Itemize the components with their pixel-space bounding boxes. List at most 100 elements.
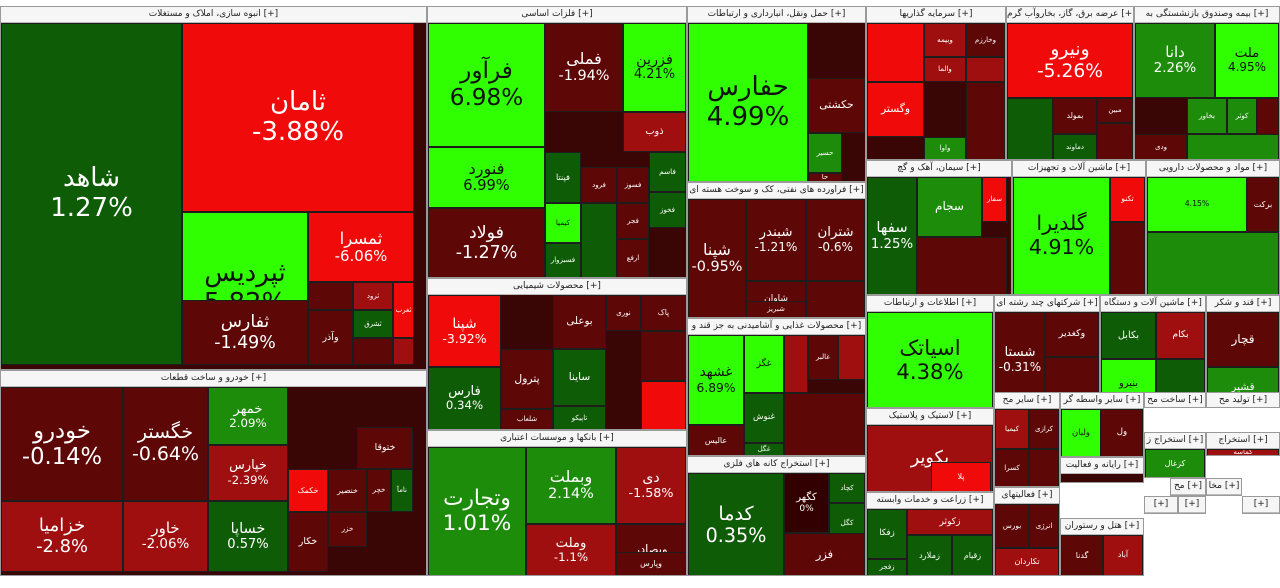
- stock-tile[interactable]: غگز: [744, 335, 784, 393]
- stock-tile-unlabeled[interactable]: [1147, 232, 1279, 294]
- stock-tile[interactable]: خساپا 0.57%: [208, 501, 288, 572]
- stock-tile[interactable]: دماوند: [1053, 134, 1097, 159]
- stock-tile[interactable]: ذوب: [623, 112, 686, 152]
- sector-title[interactable]: بانکها و موسسات اعتباری [+]: [428, 431, 686, 447]
- stock-tile-unlabeled[interactable]: [1007, 98, 1053, 159]
- stock-tile[interactable]: پترول: [501, 349, 553, 409]
- stock-tile[interactable]: غگل: [744, 443, 784, 455]
- stock-tile[interactable]: غالبر: [808, 335, 838, 380]
- stock-tile[interactable]: وخارزم: [966, 23, 1005, 57]
- sector-title[interactable]: سایر مح [+]: [995, 393, 1059, 409]
- stock-tile[interactable]: قچار: [1207, 312, 1279, 367]
- sector-title[interactable]: خودرو و ساخت قطعات [+]: [1, 371, 426, 387]
- stock-tile[interactable]: خمهر 2.09%: [208, 387, 288, 445]
- sector-title[interactable]: رایانه و فعالیت [+]: [1061, 458, 1143, 474]
- stock-tile[interactable]: زفکا: [867, 509, 907, 559]
- sector-title[interactable]: سرمایه گذاریها [+]: [867, 7, 1005, 23]
- stock-tile[interactable]: اسیاتک 4.38%: [867, 312, 993, 407]
- stock-tile[interactable]: وپارس: [616, 552, 686, 575]
- stock-tile-unlabeled[interactable]: [784, 335, 808, 393]
- stock-tile[interactable]: فزرین 4.21%: [623, 23, 686, 112]
- stock-tile[interactable]: ارفع: [617, 239, 649, 277]
- stock-tile[interactable]: سفار: [982, 177, 1007, 222]
- stock-tile[interactable]: والما: [924, 57, 966, 82]
- stock-tile-unlabeled[interactable]: [806, 281, 865, 317]
- stock-tile[interactable]: خکمک: [288, 469, 328, 512]
- sector-title[interactable]: ماشین آلات و تجهیزات [+]: [1013, 161, 1145, 177]
- stock-tile[interactable]: بخاور: [1187, 98, 1227, 134]
- stock-tile[interactable]: پاک: [641, 295, 686, 331]
- stock-tile[interactable]: فاسم: [649, 152, 686, 192]
- stock-tile[interactable]: ولبان: [1061, 409, 1101, 456]
- stock-tile[interactable]: ونیرو -5.26%: [1007, 23, 1133, 98]
- stock-tile[interactable]: فسبزوار: [545, 243, 581, 277]
- stock-tile[interactable]: گدنا: [1061, 535, 1103, 575]
- stock-tile[interactable]: وکغدیر: [1045, 312, 1099, 357]
- stock-tile-unlabeled[interactable]: [1097, 123, 1133, 159]
- stock-tile[interactable]: خودرو -0.14%: [1, 387, 123, 501]
- stock-tile[interactable]: برکت: [1247, 177, 1279, 232]
- sector-title[interactable]: زراعت و خدمات وابسته [+]: [867, 493, 993, 509]
- stock-tile[interactable]: شبندر -1.21%: [746, 199, 806, 281]
- stock-tile[interactable]: حکشتی: [808, 78, 865, 133]
- sector-title[interactable]: سیمان، آهک و گچ [+]: [867, 161, 1011, 177]
- stock-tile[interactable]: وگستر: [867, 82, 924, 137]
- stock-tile[interactable]: خکار: [288, 512, 328, 572]
- stock-tile-unlabeled[interactable]: [581, 203, 617, 277]
- stock-tile[interactable]: زکوثر: [907, 509, 993, 535]
- stock-tile[interactable]: خزامیا -2.8%: [1, 501, 123, 572]
- stock-tile[interactable]: گلدیرا 4.91%: [1013, 177, 1110, 294]
- stock-tile-unlabeled[interactable]: [1110, 222, 1145, 294]
- stock-tile[interactable]: ثشرق: [353, 310, 393, 338]
- stock-tile[interactable]: پلا: [931, 462, 991, 491]
- stock-tile[interactable]: دی -1.58%: [616, 447, 686, 524]
- stock-tile[interactable]: شستا -0.31%: [995, 312, 1045, 407]
- stock-tile[interactable]: ثرود: [353, 282, 393, 310]
- stock-tile[interactable]: سجام: [917, 177, 982, 237]
- stock-tile[interactable]: تکاردان: [995, 548, 1059, 575]
- stock-tile[interactable]: فنورد 6.99%: [428, 147, 545, 208]
- stock-tile[interactable]: شلعاب: [501, 409, 553, 429]
- stock-tile[interactable]: ملت 4.95%: [1215, 23, 1279, 98]
- stock-tile[interactable]: فسوز: [617, 167, 649, 203]
- stock-tile[interactable]: کسرا: [995, 449, 1029, 486]
- sector-title[interactable]: [+]: [1243, 497, 1279, 513]
- sector-title[interactable]: اطلاعات و ارتباطات [+]: [867, 296, 993, 312]
- sector-title[interactable]: فراورده های نفتی، کک و سوخت هسته ای [+]: [688, 183, 865, 199]
- sector-title[interactable]: فعالیتهای [+]: [995, 488, 1059, 504]
- sector-title[interactable]: شرکتهای چند رشته ای [+]: [995, 296, 1099, 312]
- stock-tile[interactable]: حسیر: [808, 133, 842, 173]
- stock-tile[interactable]: ول: [1101, 409, 1143, 456]
- stock-tile[interactable]: فجر: [617, 203, 649, 239]
- stock-tile[interactable]: ساینا: [553, 349, 606, 406]
- stock-tile[interactable]: تکنو: [1110, 177, 1145, 222]
- stock-tile-unlabeled[interactable]: [867, 23, 924, 82]
- stock-tile[interactable]: ختوقا: [357, 427, 413, 469]
- sector-title[interactable]: قند و شکر [+]: [1207, 296, 1279, 312]
- stock-tile[interactable]: فولاد -1.27%: [428, 208, 545, 277]
- sector-title[interactable]: هتل و رستوران [+]: [1061, 519, 1143, 535]
- stock-tile[interactable]: بوعلی: [553, 295, 606, 349]
- stock-tile[interactable]: فخوز: [649, 192, 686, 228]
- stock-tile[interactable]: بکام: [1156, 312, 1205, 359]
- stock-tile[interactable]: بمولد: [1053, 98, 1097, 134]
- stock-tile[interactable]: شبریز: [746, 301, 806, 317]
- sector-title[interactable]: فلزات اساسی [+]: [428, 7, 686, 23]
- stock-tile[interactable]: ودی: [1135, 134, 1187, 159]
- stock-tile[interactable]: ثامان -3.88%: [182, 23, 414, 212]
- stock-tile[interactable]: وبملت 2.14%: [526, 447, 616, 524]
- stock-tile[interactable]: عالیس: [688, 425, 744, 455]
- sector-title[interactable]: [+]: [1179, 497, 1205, 513]
- sector-title[interactable]: لاستیک و پلاستیک [+]: [867, 409, 993, 425]
- stock-tile[interactable]: شاهد 1.27%: [1, 23, 182, 365]
- stock-tile[interactable]: تاپیکو: [553, 406, 606, 429]
- stock-tile[interactable]: شتران -0.6%: [806, 199, 865, 281]
- stock-tile[interactable]: سفها 1.25%: [867, 177, 917, 294]
- stock-tile[interactable]: زقیام: [952, 535, 993, 575]
- stock-tile[interactable]: [393, 338, 414, 365]
- stock-tile[interactable]: فارس 0.34%: [428, 367, 501, 429]
- stock-tile[interactable]: مبین: [1097, 98, 1133, 123]
- stock-tile[interactable]: وملت -1.1%: [526, 524, 616, 575]
- stock-tile[interactable]: خاور -2.06%: [123, 501, 208, 572]
- stock-tile[interactable]: فپنتا: [545, 152, 581, 203]
